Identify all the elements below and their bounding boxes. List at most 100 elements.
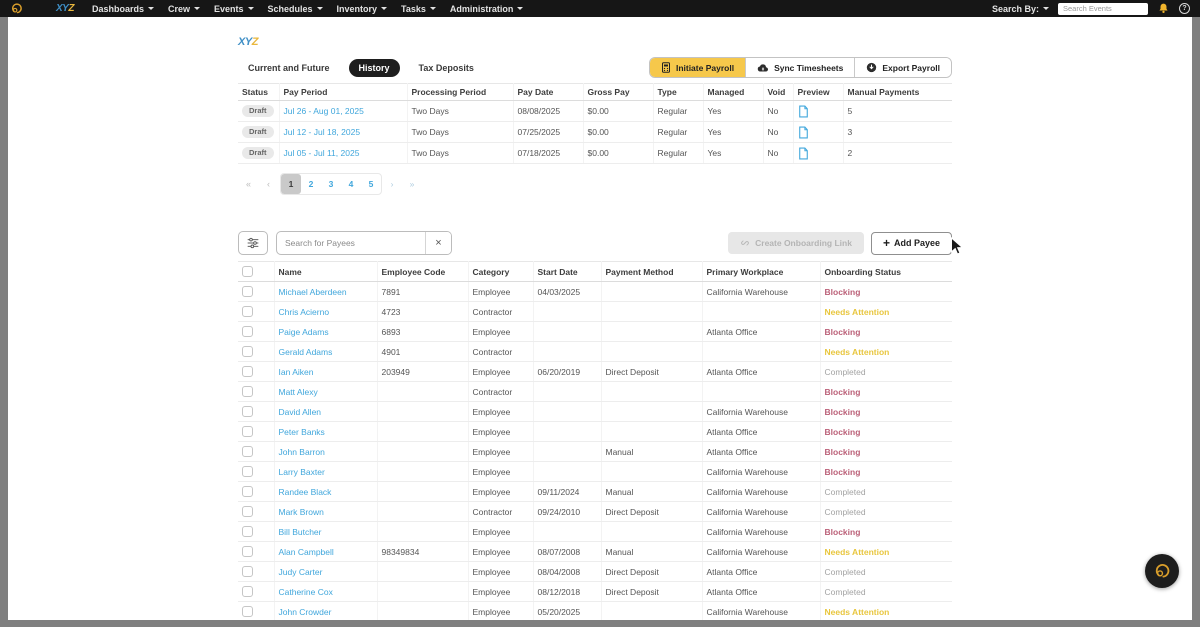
row-checkbox[interactable]: [242, 286, 253, 298]
payee-name-link[interactable]: Michael Aberdeen: [278, 286, 347, 297]
row-checkbox[interactable]: [242, 386, 253, 398]
row-checkbox[interactable]: [242, 526, 253, 538]
payee-name-link[interactable]: Paige Adams: [278, 326, 329, 337]
search-by-dropdown[interactable]: Search By:: [992, 4, 1049, 14]
payee-name-link[interactable]: Catherine Cox: [278, 586, 333, 597]
pagination-first[interactable]: «: [246, 179, 252, 189]
start-date-cell: 06/20/2019: [533, 361, 602, 382]
payee-name-link[interactable]: Peter Banks: [278, 426, 325, 437]
row-checkbox[interactable]: [242, 486, 253, 498]
filter-button[interactable]: [238, 231, 268, 255]
pagination-page[interactable]: 4: [348, 179, 354, 189]
managed-cell: Yes: [703, 121, 764, 143]
initiate-payroll-button[interactable]: Initiate Payroll: [649, 58, 747, 77]
employee-code-cell: 6893: [377, 321, 469, 342]
nav-menu-item[interactable]: Crew: [168, 4, 200, 14]
payee-name-link[interactable]: Mark Brown: [278, 506, 324, 517]
managed-cell: Yes: [703, 142, 764, 164]
pay-period-link[interactable]: Jul 05 - Jul 11, 2025: [283, 148, 360, 158]
row-checkbox[interactable]: [242, 546, 253, 558]
payee-name-link[interactable]: John Barron: [278, 446, 325, 457]
primary-workplace-cell: [702, 301, 821, 322]
payee-name-link[interactable]: David Allen: [278, 406, 322, 417]
nav-menu-item[interactable]: Inventory: [337, 4, 388, 14]
pagination-page[interactable]: 1: [281, 174, 302, 194]
pay-period-link[interactable]: Jul 26 - Aug 01, 2025: [283, 106, 364, 116]
pagination-prev[interactable]: ‹: [267, 179, 271, 189]
category-cell: Contractor: [468, 501, 534, 522]
select-all-checkbox[interactable]: [242, 266, 253, 278]
preview-document-icon[interactable]: [798, 125, 809, 139]
onboarding-status-label: Completed: [824, 566, 866, 577]
payee-name-link[interactable]: Matt Alexy: [278, 386, 318, 397]
payee-name-link[interactable]: Randee Black: [278, 486, 332, 497]
pay-period-link[interactable]: Jul 12 - Jul 18, 2025: [283, 127, 361, 137]
row-checkbox[interactable]: [242, 306, 253, 318]
row-checkbox[interactable]: [242, 326, 253, 338]
row-checkbox[interactable]: [242, 566, 253, 578]
pagination-page[interactable]: 5: [368, 179, 374, 189]
managed-cell: Yes: [703, 100, 764, 122]
pagination-page[interactable]: 3: [328, 179, 334, 189]
payee-search-input[interactable]: [277, 238, 425, 248]
chevron-down-icon: [247, 7, 254, 10]
nav-menu-item[interactable]: Tasks: [401, 4, 436, 14]
chevron-down-icon: [429, 7, 436, 10]
global-search-input[interactable]: [1058, 2, 1148, 15]
primary-workplace-cell: California Warehouse: [702, 541, 821, 562]
nav-menu-item[interactable]: Schedules: [268, 4, 323, 14]
payroll-row: Draft Jul 12 - Jul 18, 2025 Two Days 07/…: [238, 121, 952, 143]
row-checkbox[interactable]: [242, 426, 253, 438]
payee-name-link[interactable]: Ian Aiken: [278, 366, 314, 377]
add-payee-button[interactable]: + Add Payee: [870, 231, 952, 255]
pagination-page[interactable]: 2: [308, 179, 314, 189]
row-checkbox[interactable]: [242, 606, 253, 618]
payroll-column-header: Status: [238, 83, 280, 101]
onboarding-status-label: Needs Attention: [824, 606, 890, 617]
pagination-last[interactable]: »: [409, 179, 415, 189]
sync-timesheets-button[interactable]: Sync Timesheets: [746, 58, 856, 77]
nav-menu-item[interactable]: Dashboards: [92, 4, 154, 14]
payee-name-link[interactable]: Bill Butcher: [278, 526, 322, 537]
onboarding-status-label: Needs Attention: [824, 346, 890, 357]
tab-current-and-future[interactable]: Current and Future: [248, 62, 330, 73]
payroll-column-header: Managed: [703, 83, 764, 101]
primary-workplace-cell: California Warehouse: [702, 501, 821, 522]
notifications-bell-icon[interactable]: [1157, 2, 1170, 15]
nav-menu-item[interactable]: Events: [214, 4, 254, 14]
row-checkbox[interactable]: [242, 446, 253, 458]
create-onboarding-link-button[interactable]: Create Onboarding Link: [728, 232, 864, 254]
payee-name-link[interactable]: Judy Carter: [278, 566, 323, 577]
primary-workplace-cell: [702, 381, 821, 402]
onboarding-status-label: Completed: [824, 366, 866, 377]
primary-workplace-cell: California Warehouse: [702, 601, 821, 620]
row-checkbox[interactable]: [242, 586, 253, 598]
preview-document-icon[interactable]: [798, 146, 809, 160]
preview-document-icon[interactable]: [798, 104, 809, 118]
tab-history[interactable]: History: [348, 58, 400, 77]
row-checkbox[interactable]: [242, 366, 253, 378]
payee-name-link[interactable]: Larry Baxter: [278, 466, 325, 477]
nav-logo[interactable]: XYZ: [56, 3, 74, 14]
row-checkbox[interactable]: [242, 406, 253, 418]
row-checkbox[interactable]: [242, 506, 253, 518]
nav-menu: Dashboards Crew Events Schedules Invento…: [92, 4, 524, 14]
pagination-next[interactable]: ›: [390, 179, 394, 189]
nav-menu-item[interactable]: Administration: [450, 4, 524, 14]
payee-name-link[interactable]: Alan Campbell: [278, 546, 334, 557]
clear-search-button[interactable]: ×: [425, 232, 451, 254]
payee-row: David Allen Employee California Warehous…: [238, 401, 952, 422]
payee-name-link[interactable]: Chris Acierno: [278, 306, 330, 317]
start-date-cell: [533, 421, 602, 442]
payee-name-link[interactable]: John Crowder: [278, 606, 332, 617]
row-checkbox[interactable]: [242, 346, 253, 358]
tab-tax-deposits[interactable]: Tax Deposits: [418, 62, 474, 73]
help-icon[interactable]: ?: [1179, 3, 1190, 14]
category-cell: Employee: [468, 481, 534, 502]
row-checkbox[interactable]: [242, 466, 253, 478]
brand-swirl-icon[interactable]: [10, 2, 23, 15]
export-payroll-button[interactable]: Export Payroll: [855, 58, 951, 77]
payee-name-link[interactable]: Gerald Adams: [278, 346, 333, 357]
chat-fab-button[interactable]: [1145, 554, 1179, 588]
payment-method-cell: [601, 321, 703, 342]
